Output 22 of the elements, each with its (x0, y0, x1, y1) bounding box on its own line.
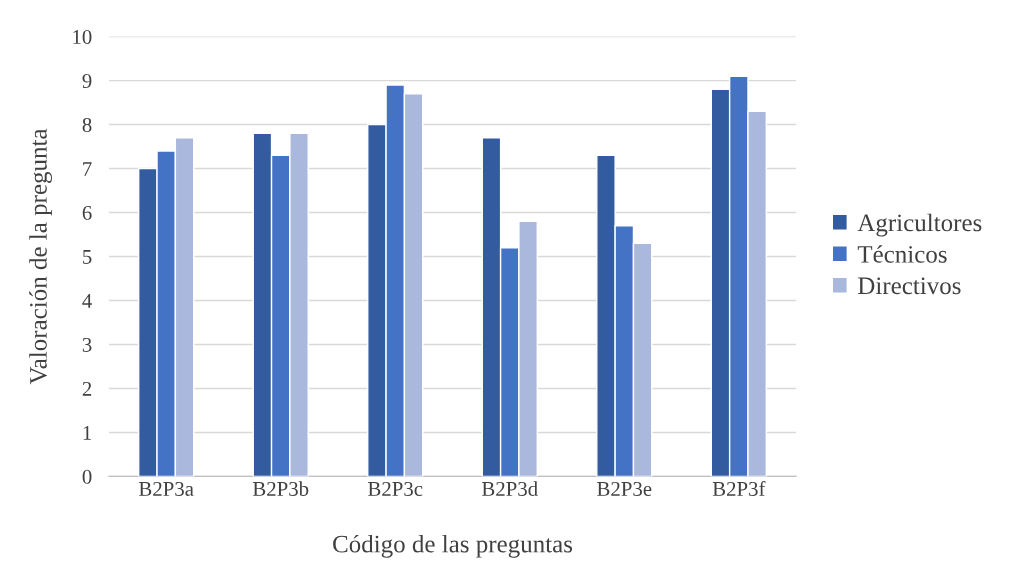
x-tick-label: B2P3d (482, 481, 538, 496)
y-tick-label: 7 (83, 162, 92, 176)
x-tick-label: B2P3a (139, 481, 194, 496)
y-tick-label: 8 (82, 117, 92, 132)
y-tick-label: 2 (82, 381, 92, 396)
x-tick-label: B2P3c (368, 481, 423, 496)
y-axis-title: Valoración de la pregunta (29, 128, 52, 385)
x-axis-title: Código de las preguntas (333, 534, 573, 558)
y-tick-label: 3 (82, 337, 92, 352)
y-tick-label: 6 (82, 205, 92, 220)
y-tick-label: 0 (82, 469, 92, 484)
x-tick-label: B2P3f (712, 481, 766, 496)
legend-label: Agricultores (857, 213, 982, 237)
y-tick-label: 4 (82, 294, 92, 308)
x-tick-label: B2P3e (597, 481, 652, 496)
legend-label: Técnicos (857, 245, 947, 263)
y-tick-label: 5 (83, 250, 92, 264)
y-tick-label: 10 (73, 29, 92, 45)
y-tick-label: 9 (82, 74, 92, 89)
legend-label: Directivos (858, 277, 961, 295)
x-tick-label: B2P3b (252, 481, 309, 496)
y-tick-label: 1 (83, 425, 92, 440)
